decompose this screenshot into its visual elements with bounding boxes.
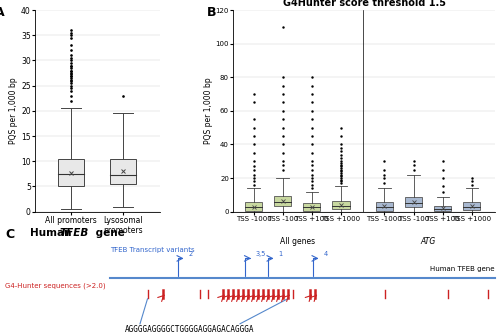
Bar — [332, 201, 349, 209]
Text: A: A — [0, 6, 4, 19]
Text: TFEB: TFEB — [60, 228, 89, 239]
Text: C: C — [5, 228, 14, 242]
Bar — [58, 159, 84, 186]
Text: 3,5: 3,5 — [256, 251, 266, 257]
Bar — [463, 202, 480, 210]
Bar — [303, 203, 320, 211]
Text: gene: gene — [92, 228, 125, 239]
Text: 1: 1 — [278, 251, 282, 257]
Text: All genes: All genes — [280, 237, 314, 246]
Y-axis label: PQS per 1,000 bp: PQS per 1,000 bp — [204, 78, 212, 144]
Text: Human TFEB gene: Human TFEB gene — [430, 266, 495, 272]
Text: B: B — [207, 6, 216, 19]
Y-axis label: PQS per 1,000 bp: PQS per 1,000 bp — [10, 78, 18, 144]
Text: 4: 4 — [324, 251, 328, 257]
Text: TFEB Transcript variants: TFEB Transcript variants — [110, 247, 194, 253]
Text: 2: 2 — [188, 251, 193, 257]
Bar — [405, 197, 422, 208]
Bar — [376, 202, 393, 211]
Bar — [110, 159, 136, 184]
Text: G4-Hunter sequences (>2.0): G4-Hunter sequences (>2.0) — [5, 283, 105, 289]
Bar — [245, 202, 262, 211]
Text: AGGGGAGGGGCTGGGGAGGAGACAGGGA: AGGGGAGGGGCTGGGGAGGAGACAGGGA — [125, 325, 255, 334]
Text: Human: Human — [30, 228, 75, 239]
Bar — [434, 206, 452, 211]
Title: G4Hunter score threshold 1.5: G4Hunter score threshold 1.5 — [282, 0, 446, 8]
Bar — [274, 196, 291, 206]
Text: ATG: ATG — [420, 237, 436, 246]
